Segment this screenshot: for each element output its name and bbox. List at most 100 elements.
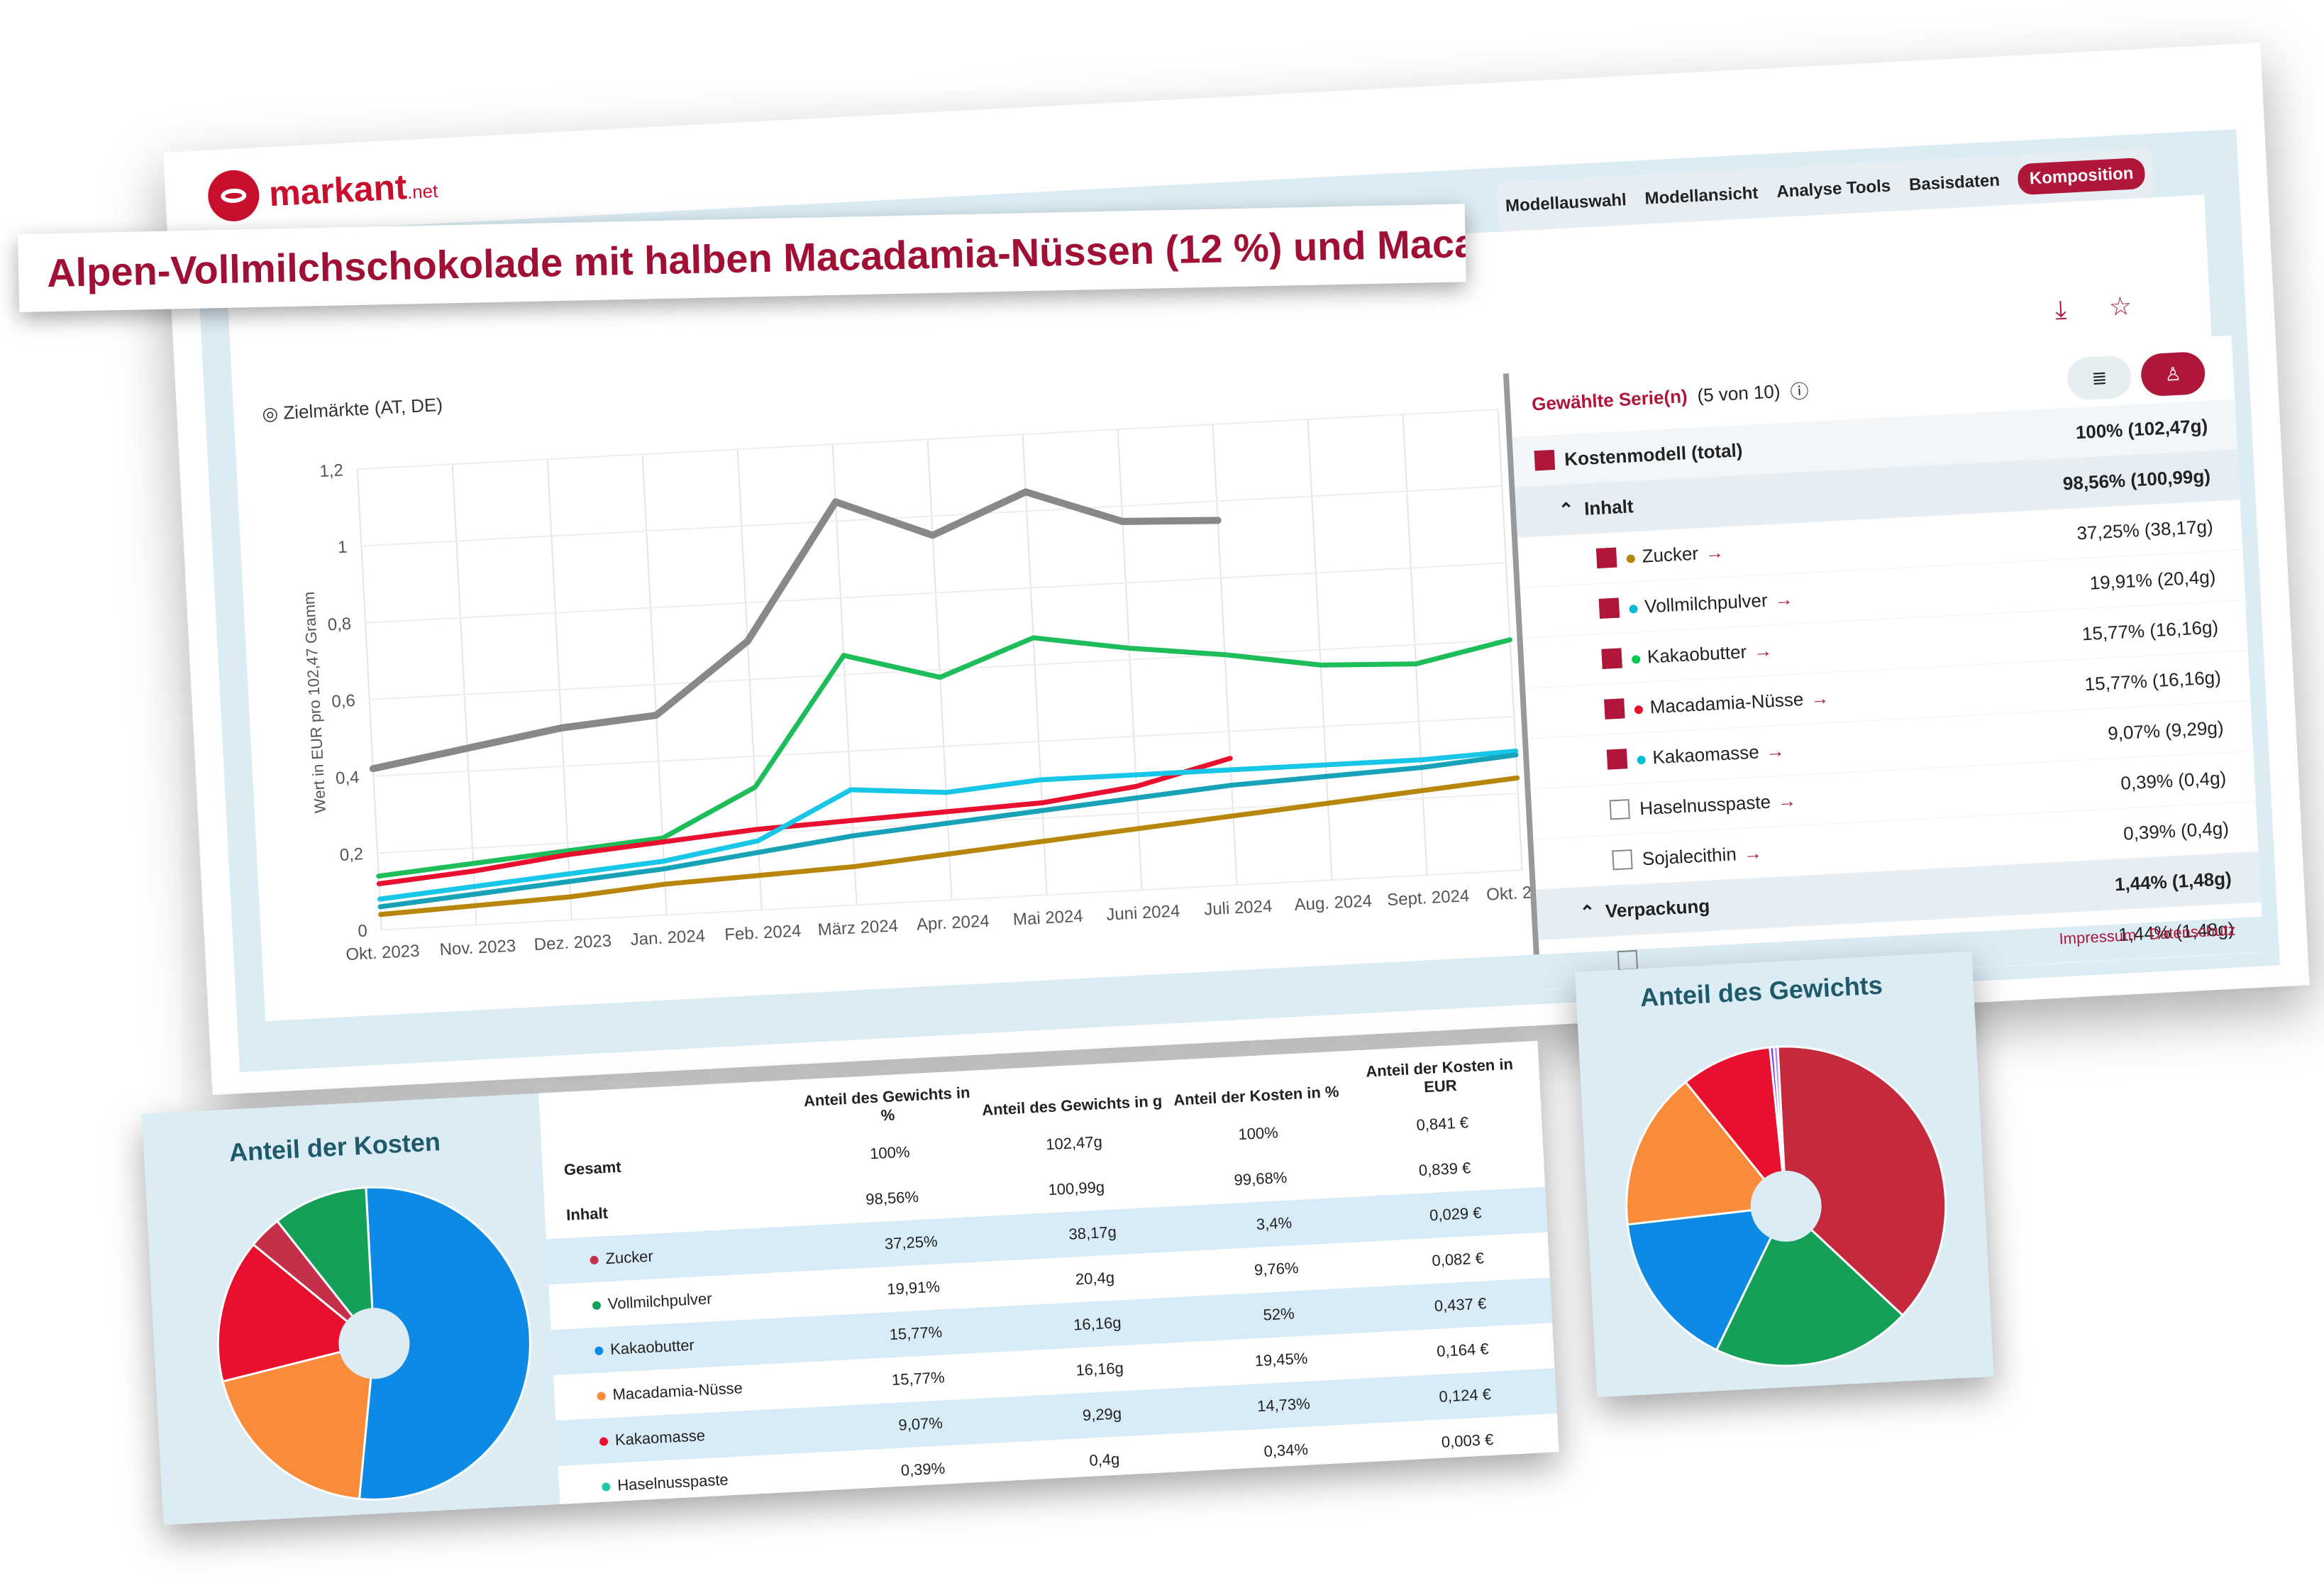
table-row-label: Vollmilchpulver [549, 1284, 823, 1316]
grid-line [361, 485, 1503, 547]
cost-share-card: Anteil der Kosten Anteil des Gewichts in… [142, 1040, 1559, 1526]
tab-komposition[interactable]: Komposition [2017, 157, 2146, 196]
table-cell: 15,77% [889, 1323, 943, 1344]
table-header-cell: Anteil der Kosten in % [1173, 1082, 1340, 1109]
table-cell: 16,16g [1073, 1313, 1122, 1334]
star-icon[interactable]: ☆ [2108, 291, 2133, 321]
table-cell: 0,164 € [1436, 1340, 1490, 1360]
dashboard-window: markant.net Modellauswahl Modellansicht … [163, 43, 2310, 1096]
series-line[interactable] [375, 748, 1520, 902]
table-cell: 100% [869, 1142, 911, 1163]
pie-slice[interactable] [343, 1179, 538, 1501]
legend-dot [590, 1255, 599, 1265]
series-checkbox[interactable] [1617, 949, 1639, 971]
group-value: 1,44% (1,48g) [2114, 867, 2232, 895]
series-toggle[interactable] [1534, 449, 1556, 471]
arrow-right-icon[interactable]: → [1742, 841, 1763, 864]
table-cell: 20,4g [1075, 1268, 1115, 1289]
group-label: Inhalt [1583, 495, 1634, 519]
group-value: 98,56% (100,99g) [2062, 465, 2211, 494]
series-color-dot [1631, 654, 1641, 664]
logo[interactable]: markant.net [206, 160, 438, 223]
series-panel: Gewählte Serie(n) (5 von 10) ⓘ ≣ ♙ Koste… [1503, 335, 2264, 991]
series-checkbox[interactable] [1604, 698, 1625, 720]
grid-line [357, 409, 1498, 470]
series-label: Kakaobutter → [1631, 629, 1964, 668]
arrow-right-icon[interactable]: → [1774, 588, 1794, 610]
series-line[interactable] [377, 775, 1521, 917]
series-label: Kakaomasse → [1637, 729, 1969, 768]
series-checkbox[interactable] [1609, 799, 1630, 820]
target-markets-label: Zielmärkte (AT, DE) [282, 393, 443, 424]
pie-slice[interactable] [1684, 1046, 1788, 1211]
collapse-chevron-icon[interactable]: ⌃ [1558, 497, 1586, 521]
series-line[interactable] [375, 756, 1234, 886]
table-cell: 52% [1263, 1304, 1295, 1324]
series-value: 0,39% (0,4g) [2120, 766, 2227, 794]
x-tick-label: Mai 2024 [1012, 907, 1083, 930]
pie-slice[interactable] [1772, 1045, 1788, 1206]
table-cell: 102,47g [1045, 1132, 1103, 1154]
x-tick-label: Aug. 2024 [1294, 891, 1373, 915]
pie-slice[interactable] [1709, 1201, 1905, 1370]
series-view-toggle: ≣ ♙ [2066, 351, 2206, 401]
table-cell: 0,841 € [1415, 1113, 1469, 1134]
pie-slice[interactable] [213, 1238, 377, 1383]
pie-slice[interactable] [1776, 1038, 1952, 1321]
series-line[interactable] [368, 613, 1520, 879]
grid-line [373, 715, 1515, 778]
arrow-right-icon[interactable]: → [1777, 789, 1797, 812]
x-tick-label: Okt. 2023 [345, 942, 420, 964]
series-value: 37,25% (38,17g) [2076, 515, 2214, 544]
series-value: 0,39% (0,4g) [2123, 817, 2230, 844]
series-checkbox[interactable] [1598, 597, 1620, 619]
series-checkbox[interactable] [1601, 648, 1622, 669]
table-row-label: Zucker [547, 1238, 821, 1271]
series-value: 9,07% (9,29g) [2107, 716, 2225, 744]
arrow-right-icon[interactable]: → [1765, 739, 1786, 762]
pie-slice[interactable] [221, 1342, 382, 1506]
series-checkbox[interactable] [1595, 547, 1617, 569]
table-cell: 98,56% [865, 1187, 919, 1208]
series-line[interactable] [360, 482, 1229, 773]
table-cell: 37,25% [884, 1232, 939, 1253]
arrow-right-icon[interactable]: → [1753, 639, 1773, 662]
download-icon[interactable]: ⤓ [2054, 294, 2068, 324]
table-cell: 9,76% [1254, 1258, 1300, 1279]
collapse-chevron-icon[interactable]: ⌃ [1578, 900, 1606, 923]
x-tick-label: März 2024 [817, 916, 899, 939]
series-value: 100% (102,47g) [2075, 414, 2208, 443]
person-icon[interactable]: ♙ [2140, 351, 2206, 397]
table-row-label: Macadamia-Nüsse [554, 1374, 828, 1407]
pie-slice[interactable] [275, 1186, 376, 1348]
series-label: Zucker → [1626, 529, 1959, 568]
series-color-dot [1637, 755, 1646, 764]
tab-modellauswahl[interactable]: Modellauswahl [1505, 190, 1627, 216]
x-tick-label: Juli 2024 [1204, 897, 1273, 920]
tab-modellansicht[interactable]: Modellansicht [1644, 183, 1759, 209]
arrow-right-icon[interactable]: → [1810, 686, 1830, 709]
tab-basisdaten[interactable]: Basisdaten [1908, 170, 2001, 195]
y-tick-label: 1 [337, 538, 348, 558]
table-cell: 0,839 € [1418, 1159, 1471, 1179]
x-tick-label: Dez. 2023 [533, 931, 612, 954]
logo-text: markant.net [267, 167, 439, 214]
x-tick-label: Apr. 2024 [916, 912, 990, 935]
list-view-icon[interactable]: ≣ [2066, 355, 2132, 401]
arrow-right-icon[interactable]: → [1705, 541, 1725, 563]
info-icon[interactable]: ⓘ [1789, 380, 1810, 402]
target-icon: ◎ [261, 402, 279, 425]
series-checkbox[interactable] [1612, 849, 1633, 871]
line-chart: Okt. 2023 Nov. 2023 Dez. 2023 Jan. 2024 Feb.… [264, 380, 1561, 1005]
tab-analyse-tools[interactable]: Analyse Tools [1776, 176, 1891, 202]
series-line[interactable] [375, 752, 1521, 910]
table-cell: 0,437 € [1434, 1294, 1487, 1316]
table-cell: 100% [1237, 1123, 1279, 1144]
pie-slice[interactable] [1626, 1205, 1793, 1355]
legend-dot [594, 1346, 604, 1356]
series-count: (5 von 10) [1696, 380, 1781, 406]
table-cell: 0,124 € [1438, 1385, 1492, 1406]
series-checkbox[interactable] [1606, 749, 1628, 770]
pie-slice[interactable] [1620, 1077, 1788, 1226]
series-label: Vollmilchpulver → [1629, 579, 1961, 618]
